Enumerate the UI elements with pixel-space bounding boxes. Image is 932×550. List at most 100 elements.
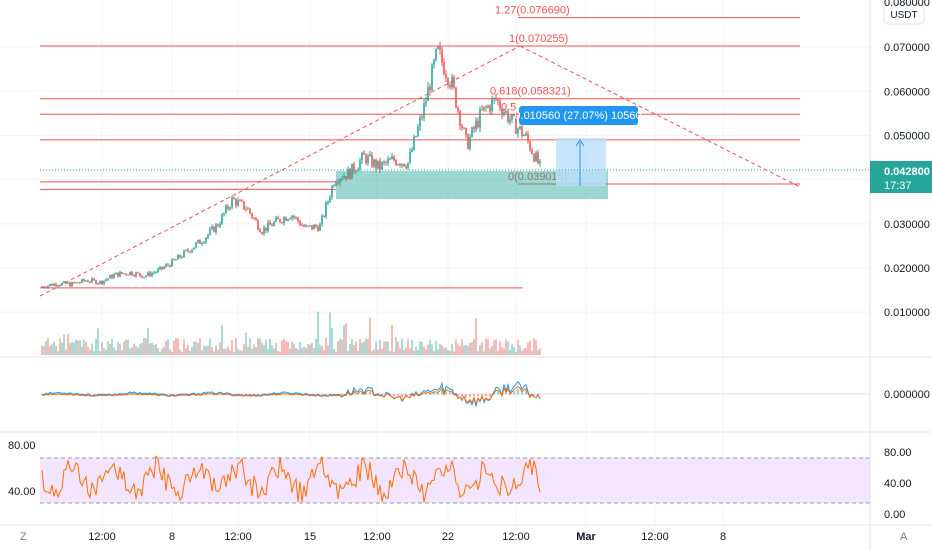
macd-histogram-bar — [513, 391, 515, 395]
volume-bar — [219, 342, 221, 355]
volume-bar — [493, 340, 495, 355]
volume-bar — [189, 350, 191, 355]
volume-bar — [207, 345, 209, 355]
volume-bar — [95, 338, 97, 355]
candle-body — [441, 50, 443, 63]
candle-body — [337, 182, 339, 184]
candle-body — [457, 107, 459, 111]
timezone-button[interactable]: Z — [20, 531, 27, 543]
macd-panel[interactable]: 0.000000 — [40, 380, 930, 407]
candle-body — [177, 255, 179, 260]
candle-body — [515, 115, 517, 134]
auto-scale-button[interactable]: A — [900, 531, 908, 543]
candle-body — [209, 229, 211, 235]
volume-bar — [471, 341, 473, 355]
candle-body — [371, 154, 373, 167]
macd-histogram-bar — [229, 393, 231, 395]
volume-bar — [115, 350, 117, 355]
candle-body — [455, 87, 457, 108]
candle-body — [361, 152, 363, 161]
macd-histogram-bar — [457, 394, 459, 397]
time-axis[interactable]: 12:00 8 12:00 15 12:00 22 12:00 Mar 12:00 8 — [88, 531, 726, 543]
candle-body — [221, 214, 223, 225]
volume-bar — [193, 341, 195, 355]
candle-body — [65, 281, 67, 284]
candle-body — [303, 225, 305, 227]
macd-histogram-bar — [445, 390, 447, 395]
candle-body — [103, 280, 105, 284]
candle-body — [235, 199, 237, 206]
volume-bar — [377, 349, 379, 355]
volume-bar — [523, 348, 525, 355]
candle-body — [449, 85, 451, 88]
macd-histogram-bar — [169, 394, 171, 396]
volume-bar — [363, 341, 365, 355]
volume-bar — [233, 351, 235, 355]
candle-body — [525, 133, 527, 136]
volume-bar — [237, 348, 239, 355]
volume-bar — [373, 349, 375, 355]
macd-histogram-bar — [437, 392, 439, 395]
volume-bar — [265, 339, 267, 355]
rsi-line — [41, 455, 541, 503]
volume-bar — [409, 348, 411, 355]
volume-bar — [309, 344, 311, 355]
measure-tool[interactable]: 0.010560 (27.07%) 10560 — [514, 106, 642, 186]
candle-body — [317, 226, 319, 231]
time-tick: 12:00 — [88, 531, 116, 543]
volume-bar — [293, 343, 295, 355]
volume-bar — [243, 344, 245, 355]
volume-bar — [63, 334, 65, 355]
horizontal-lines[interactable] — [40, 139, 800, 289]
rsi-right-tick: 40.00 — [884, 478, 912, 490]
candle-body — [203, 242, 205, 244]
volume-bar — [201, 350, 203, 355]
volume-bar — [121, 350, 123, 355]
volume-bar — [225, 348, 227, 355]
volume-bar — [101, 342, 103, 355]
volume-bar — [395, 337, 397, 355]
volume-bar — [417, 350, 419, 355]
candle-body — [161, 266, 163, 269]
volume-bar — [313, 347, 315, 355]
candle-body — [399, 164, 401, 166]
candle-body — [443, 62, 445, 75]
candle-body — [147, 272, 149, 276]
candle-body — [127, 274, 129, 276]
volume-bar — [453, 351, 455, 355]
candle-body — [93, 278, 95, 281]
candle-body — [321, 215, 323, 225]
candle-body — [259, 229, 261, 233]
volume-bar — [399, 348, 401, 355]
macd-histogram-bar — [425, 392, 427, 395]
candle-body — [289, 218, 291, 220]
volume-bar — [245, 332, 247, 355]
candle-body — [461, 125, 463, 128]
volume-bar — [481, 342, 483, 355]
volume-bar — [177, 338, 179, 355]
rsi-panel[interactable]: 80.00 40.00 80.00 40.00 0.00 — [8, 440, 912, 521]
candle-body — [87, 280, 89, 283]
candle-body — [215, 224, 217, 233]
timezone-label: Z — [20, 531, 27, 543]
measure-badge — [519, 106, 638, 125]
candle-body — [299, 221, 301, 226]
volume-bar — [321, 345, 323, 355]
volume-bar — [429, 340, 431, 355]
candle-body — [169, 265, 171, 267]
macd-histogram-bar — [61, 393, 63, 395]
volume-bar — [375, 341, 377, 355]
volume-bar — [97, 328, 99, 355]
macd-histogram-bar — [85, 394, 87, 396]
fib-retracement[interactable]: 1.27(0.076690) 1(0.070255) 0.618(0.058321)… — [39, 5, 801, 297]
candle-body — [195, 242, 197, 248]
candle-body — [501, 108, 503, 115]
currency-selector[interactable]: USDT — [883, 3, 925, 25]
macd-histogram-bar — [461, 394, 463, 398]
volume-bar — [65, 349, 67, 355]
countdown-value: 17:37 — [884, 180, 912, 192]
volume-bar — [217, 349, 219, 355]
candle-body — [53, 283, 55, 286]
